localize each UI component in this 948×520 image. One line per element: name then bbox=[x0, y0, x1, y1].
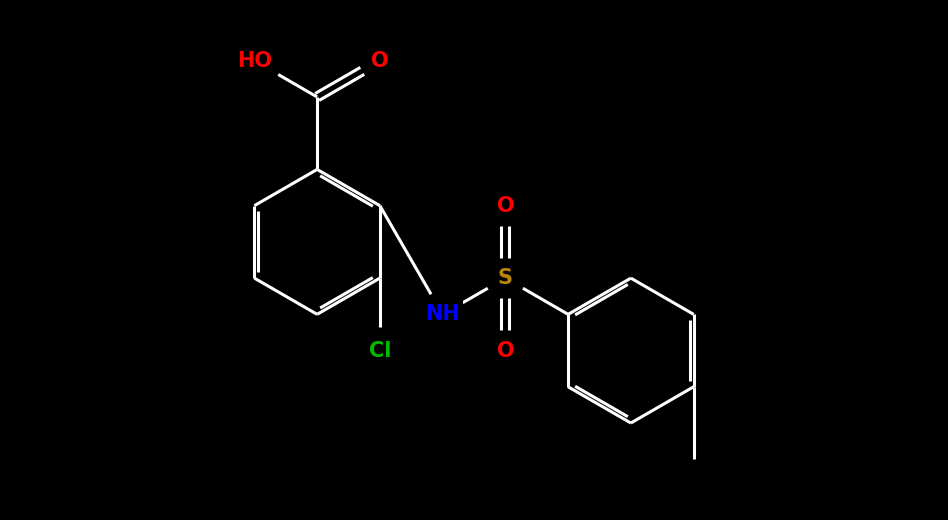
Text: S: S bbox=[498, 268, 513, 288]
Text: O: O bbox=[371, 51, 389, 71]
Text: O: O bbox=[497, 341, 514, 360]
Text: HO: HO bbox=[237, 51, 272, 71]
Text: Cl: Cl bbox=[369, 341, 392, 360]
Text: NH: NH bbox=[426, 304, 460, 324]
Text: O: O bbox=[497, 196, 514, 216]
